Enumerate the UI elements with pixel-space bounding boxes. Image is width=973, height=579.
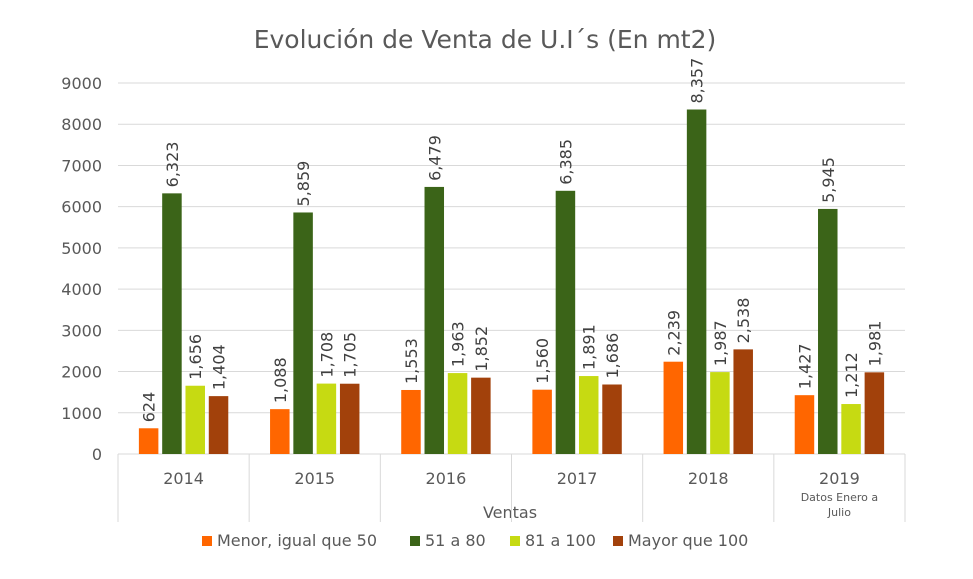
data-label: 2,239 bbox=[664, 310, 683, 356]
data-label: 8,357 bbox=[688, 58, 707, 104]
y-tick-label: 8000 bbox=[61, 115, 102, 134]
legend-label: 51 a 80 bbox=[425, 531, 486, 550]
bar bbox=[293, 212, 313, 454]
legend-label: 81 a 100 bbox=[525, 531, 596, 550]
legend-label: Mayor que 100 bbox=[628, 531, 748, 550]
x-tick-label: 2014 bbox=[163, 469, 204, 488]
y-tick-label: 6000 bbox=[61, 198, 102, 217]
data-label: 5,859 bbox=[294, 161, 313, 207]
data-label: 1,427 bbox=[795, 343, 814, 389]
data-label: 1,404 bbox=[210, 344, 229, 390]
data-label: 1,560 bbox=[533, 338, 552, 384]
legend-swatch bbox=[510, 536, 520, 546]
bar bbox=[162, 193, 182, 455]
data-label: 1,891 bbox=[580, 324, 599, 370]
bar bbox=[471, 377, 491, 454]
x-tick-label: 2016 bbox=[426, 469, 467, 488]
bar bbox=[532, 389, 552, 454]
data-label: 1,705 bbox=[341, 332, 360, 378]
data-label: 6,323 bbox=[163, 142, 182, 188]
data-label: 624 bbox=[140, 392, 159, 423]
bar bbox=[710, 372, 730, 454]
x-tick-label: 2019 bbox=[819, 469, 860, 488]
legend-swatch bbox=[202, 536, 212, 546]
legend-swatch bbox=[613, 536, 623, 546]
bar bbox=[663, 361, 684, 454]
y-tick-label: 3000 bbox=[61, 321, 102, 340]
legend-swatch bbox=[410, 536, 420, 546]
x-tick-label: 2017 bbox=[557, 469, 598, 488]
bar bbox=[316, 383, 337, 454]
x-tick-sublabel: Datos Enero a Julio bbox=[801, 491, 878, 519]
bar bbox=[733, 349, 753, 454]
data-label: 1,553 bbox=[402, 338, 421, 384]
bar bbox=[818, 208, 838, 454]
bar bbox=[841, 404, 861, 454]
bar bbox=[864, 372, 885, 454]
y-tick-label: 1000 bbox=[61, 404, 102, 423]
bar bbox=[270, 409, 290, 454]
data-label: 1,963 bbox=[449, 321, 468, 367]
data-label: 1,656 bbox=[186, 334, 205, 380]
bar bbox=[686, 109, 707, 454]
data-label: 1,708 bbox=[317, 332, 336, 378]
bar bbox=[185, 385, 205, 454]
bar bbox=[424, 186, 445, 455]
bar bbox=[578, 376, 599, 454]
data-label: 1,686 bbox=[603, 333, 622, 379]
bar bbox=[447, 373, 468, 454]
x-tick-label: 2015 bbox=[294, 469, 335, 488]
bar bbox=[339, 383, 360, 454]
data-label: 6,479 bbox=[425, 135, 444, 181]
y-tick-label: 4000 bbox=[61, 280, 102, 299]
bar bbox=[138, 428, 159, 454]
y-tick-label: 5000 bbox=[61, 239, 102, 258]
y-tick-label: 9000 bbox=[61, 74, 102, 93]
data-label: 5,945 bbox=[819, 157, 838, 203]
bar bbox=[401, 389, 421, 454]
bar bbox=[555, 190, 576, 454]
bar bbox=[208, 396, 229, 454]
data-label: 1,987 bbox=[711, 320, 730, 366]
data-label: 1,212 bbox=[842, 352, 861, 398]
data-label: 6,385 bbox=[556, 139, 575, 185]
data-label: 1,852 bbox=[472, 326, 491, 372]
bar bbox=[794, 395, 815, 454]
data-label: 2,538 bbox=[734, 298, 753, 344]
y-tick-label: 0 bbox=[92, 445, 102, 464]
legend-label: Menor, igual que 50 bbox=[217, 531, 377, 550]
data-label: 1,981 bbox=[865, 321, 884, 367]
x-tick-label: 2018 bbox=[688, 469, 729, 488]
bar bbox=[602, 384, 622, 454]
chart-title: Evolución de Venta de U.I´s (En mt2) bbox=[254, 25, 717, 54]
data-label: 1,088 bbox=[271, 357, 290, 403]
y-tick-label: 7000 bbox=[61, 156, 102, 175]
x-axis-label: Ventas bbox=[483, 503, 537, 522]
y-tick-label: 2000 bbox=[61, 363, 102, 382]
